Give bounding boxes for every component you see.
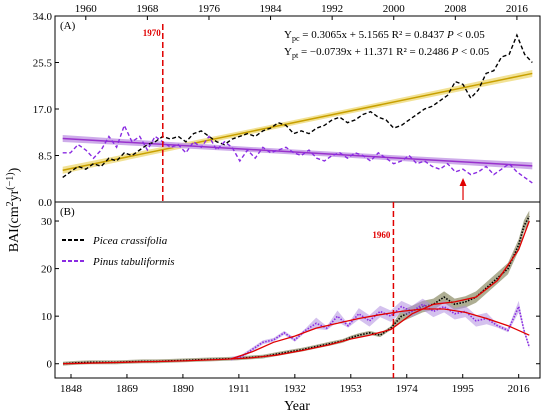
panel-b-label: (B)	[60, 206, 75, 218]
panel-b-series-pinus-tabuliformis	[230, 303, 531, 360]
panel-a-series-picea-crassifolia	[62, 33, 533, 178]
panel-b-pinus-tabuliformis-spline	[230, 308, 530, 360]
panel-a-equations: Ypc = 0.3065x + 5.1565 R² = 0.8437 P < 0…	[284, 29, 490, 60]
panel-a-xtick-1984: 1984	[260, 3, 283, 15]
panel-b-xtick-1953: 1953	[340, 383, 363, 395]
x-axis-label: Year	[284, 399, 310, 414]
panel-b-xtick-1848: 1848	[60, 383, 83, 395]
panel-b: (B) 1960 1848 1869 1890 1911 1932 1953 1974 199…	[41, 201, 541, 395]
panel-a-ytick-34.0: 34.0	[33, 11, 53, 23]
panel-a: (A) 1970 1960 1968 1976 1984 1992 2000 2008 201…	[33, 3, 541, 209]
panel-b-frame	[54, 201, 541, 379]
panel-a-ytick-17.0: 17.0	[33, 104, 53, 116]
panel-a-ytick-0.0: 0.0	[38, 197, 52, 209]
panel-b-marker-label: 1960	[372, 230, 391, 240]
panel-a-xtick-2016: 2016	[506, 3, 529, 15]
panel-b-xtick-1911: 1911	[228, 383, 250, 395]
pinus-tabuliformis-fit-line	[62, 137, 533, 167]
equation-pc: Ypc = 0.3065x + 5.1565 R² = 0.8437 P < 0…	[284, 29, 485, 43]
panel-a-xtick-1992: 1992	[321, 3, 343, 15]
picea-crassifolia-fit-line	[62, 72, 533, 172]
panel-a-xtick-2000: 2000	[383, 3, 406, 15]
panel-b-xtick-1890: 1890	[172, 383, 195, 395]
panel-b-picea-crassifolia-spline	[62, 220, 530, 365]
panel-a-label: (A)	[60, 20, 76, 32]
panel-b-ytick-10: 10	[41, 311, 53, 323]
panel-b-xtick-2016: 2016	[508, 383, 531, 395]
panel-b-series-picea-crassifolia	[62, 215, 530, 365]
panel-a-xtick-1960: 1960	[75, 3, 98, 15]
panel-b-xtick-1974: 1974	[396, 383, 419, 395]
panel-b-xtick-1869: 1869	[116, 383, 139, 395]
panel-b-ytick-20: 20	[41, 264, 53, 276]
panel-b-xtick-1932: 1932	[284, 383, 306, 395]
panel-b-ytick-0: 0	[47, 359, 53, 371]
panel-b-ytick-30: 30	[41, 216, 53, 228]
panel-a-xtick-2008: 2008	[444, 3, 467, 15]
legend-label-picea: Picea crassifolia	[92, 235, 168, 247]
panel-a-series-pinus-tabuliformis	[62, 123, 533, 184]
panel-a-ytick-25.5: 25.5	[33, 58, 53, 70]
panel-a-arrow-head	[459, 178, 467, 186]
panel-a-marker-label: 1970	[143, 28, 162, 38]
panel-b-xtick-1995: 1995	[452, 383, 475, 395]
panel-b-legend: Picea crassifolia Pinus tabuliformis	[62, 235, 175, 268]
panel-a-xtick-1976: 1976	[198, 3, 221, 15]
legend-label-pinus: Pinus tabuliformis	[92, 256, 175, 268]
panel-a-xtick-1968: 1968	[136, 3, 159, 15]
y-axis-label: BAI(cm2yr(−1))	[5, 167, 22, 252]
equation-pt: Ypt = −0.0739x + 11.371 R² = 0.2486 P < …	[284, 46, 490, 60]
panel-a-ytick-8.5: 8.5	[38, 151, 52, 163]
